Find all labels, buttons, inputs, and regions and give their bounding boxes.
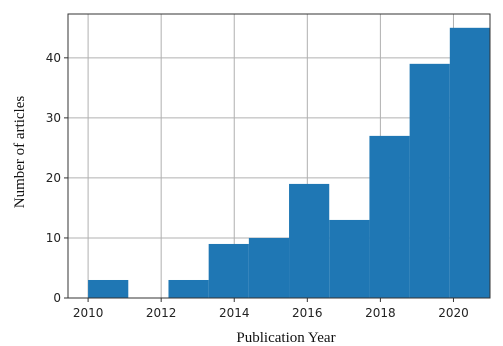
histogram-bar [168, 279, 209, 298]
histogram-bar [449, 27, 490, 299]
histogram-bar [248, 237, 290, 298]
y-axis-title: Number of articles [12, 96, 28, 209]
x-tick-label: 2010 [73, 306, 104, 320]
plot-frame [67, 13, 491, 299]
x-axis-title: Publication Year [236, 330, 335, 346]
y-tick-label: 30 [46, 111, 61, 125]
y-tick-label: 0 [53, 291, 61, 305]
histogram-bar [289, 183, 330, 298]
x-tick-label: 2012 [146, 306, 177, 320]
x-tick-label: 2014 [219, 306, 250, 320]
histogram-bar [369, 135, 410, 298]
y-axis-ticks: 0 10 20 30 40 [46, 51, 68, 305]
y-tick-label: 20 [46, 171, 61, 185]
x-axis-ticks: 2010 2012 2014 2016 2018 2020 [73, 298, 469, 320]
histogram-bar [88, 279, 129, 298]
bars [88, 27, 490, 299]
y-tick-label: 10 [46, 231, 61, 245]
histogram-bar [409, 63, 450, 298]
histogram-bar [208, 243, 249, 298]
histogram-bar [329, 219, 370, 298]
x-tick-label: 2016 [292, 306, 323, 320]
y-tick-label: 40 [46, 51, 61, 65]
x-tick-label: 2020 [438, 306, 469, 320]
x-tick-label: 2018 [365, 306, 396, 320]
